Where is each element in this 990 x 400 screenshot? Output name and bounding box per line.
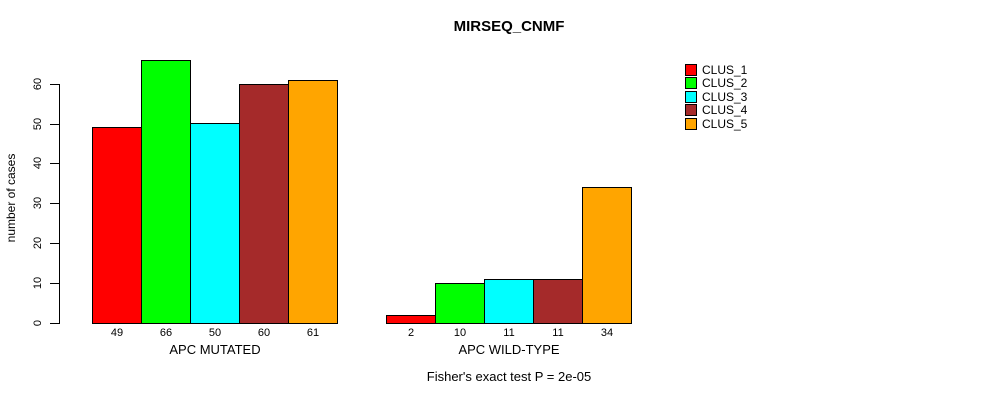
bar-value-label: 50 — [208, 327, 222, 339]
y-tick-label: 10 — [32, 276, 44, 290]
bar-value-label: 49 — [110, 327, 124, 339]
y-tick-mark — [50, 203, 59, 205]
bar-clus_4-mutated — [239, 84, 289, 324]
bar-clus_4-wild-type — [533, 279, 583, 324]
bar-clus_5-wild-type — [582, 187, 632, 324]
group-label: APC WILD-TYPE — [458, 342, 560, 357]
legend-swatch-clus_2 — [685, 77, 697, 90]
legend-swatch-clus_3 — [685, 90, 697, 103]
y-tick-mark — [50, 123, 59, 125]
fisher-test-annotation: Fisher's exact test P = 2e-05 — [426, 369, 592, 384]
bar-clus_1-wild-type — [386, 315, 436, 324]
legend-swatch-clus_5 — [685, 117, 697, 130]
legend-label: CLUS_4 — [702, 103, 748, 118]
legend-label: CLUS_5 — [702, 116, 748, 131]
bar-value-label: 10 — [453, 327, 467, 339]
bar-value-label: 11 — [503, 327, 515, 339]
y-axis-label: number of cases — [4, 153, 18, 243]
bar-value-label: 61 — [306, 327, 320, 339]
y-axis-line — [59, 83, 60, 324]
bar-value-label: 60 — [257, 327, 271, 339]
y-tick-mark — [50, 243, 59, 245]
group-label: APC MUTATED — [169, 342, 261, 357]
bar-value-label: 66 — [159, 327, 173, 339]
y-tick-mark — [50, 323, 59, 324]
bar-clus_3-mutated — [190, 123, 240, 324]
legend-swatch-clus_1 — [685, 64, 697, 76]
bar-value-label: 11 — [552, 327, 564, 339]
bar-clus_2-mutated — [141, 60, 191, 324]
y-tick-label: 20 — [32, 237, 44, 250]
legend-label: CLUS_3 — [702, 89, 748, 104]
chart-title: MIRSEQ_CNMF — [453, 18, 565, 35]
bar-value-label: 2 — [407, 327, 415, 339]
y-tick-label: 50 — [32, 117, 44, 130]
y-tick-mark — [50, 283, 59, 285]
bar-clus_1-mutated — [92, 127, 142, 324]
bar-clus_3-wild-type — [484, 279, 534, 324]
y-tick-label: 40 — [32, 157, 44, 170]
legend-swatch-clus_4 — [685, 104, 697, 117]
legend-label: CLUS_2 — [702, 76, 748, 91]
y-tick-mark — [50, 83, 59, 85]
bar-value-label: 34 — [600, 327, 614, 339]
y-tick-mark — [50, 163, 59, 165]
bar-clus_2-wild-type — [435, 283, 485, 324]
legend-label: CLUS_1 — [702, 63, 748, 77]
y-tick-label: 60 — [32, 77, 44, 90]
bar-clus_5-mutated — [288, 80, 338, 324]
y-tick-label: 0 — [32, 319, 44, 327]
y-tick-label: 30 — [32, 197, 44, 210]
